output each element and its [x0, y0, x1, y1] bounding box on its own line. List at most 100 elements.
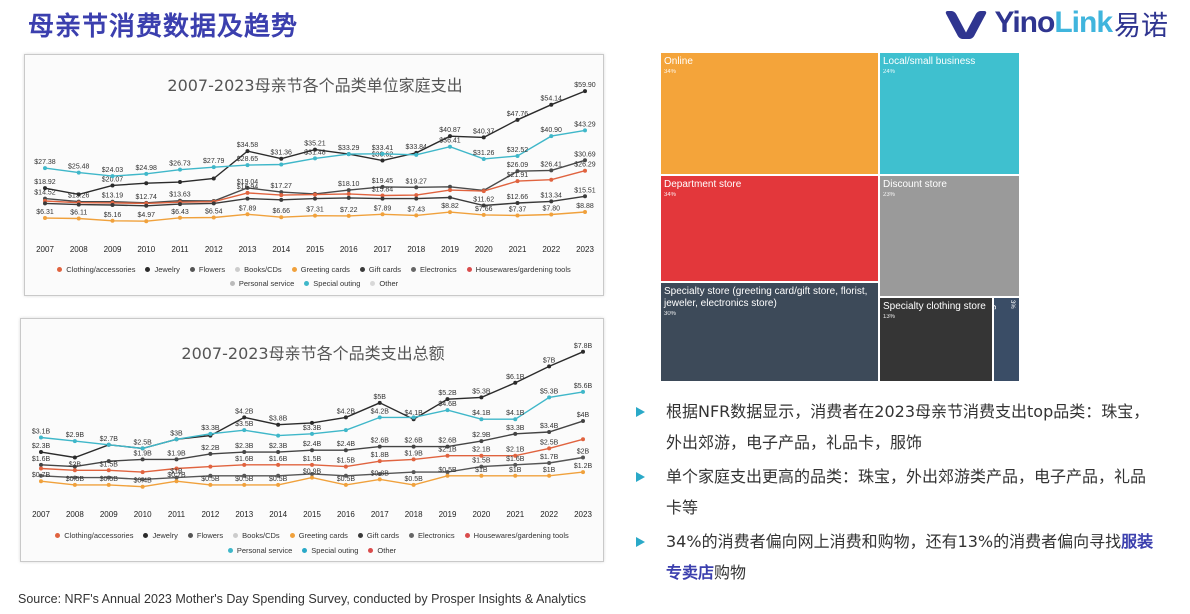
data-point [174, 437, 179, 442]
data-point [380, 212, 385, 217]
data-label: $31.26 [473, 150, 495, 157]
data-point [547, 430, 552, 434]
data-label: $14.52 [34, 190, 56, 197]
legend-item: Housewares/gardening tools [466, 265, 571, 274]
data-label: $0.9B [303, 469, 322, 476]
data-point [448, 210, 452, 215]
data-point [310, 448, 314, 453]
data-label: $18.92 [34, 179, 56, 186]
data-point [72, 482, 77, 487]
legend-label: Housewares/gardening tools [473, 531, 569, 540]
data-point [43, 166, 47, 171]
data-label: $33.41 [372, 145, 394, 152]
x-tick-label: 2014 [272, 245, 290, 254]
data-point [343, 428, 348, 433]
legend-label: Clothing/accessories [66, 265, 136, 274]
data-point [445, 444, 450, 449]
legend-marker-icon [370, 281, 376, 286]
data-point [110, 183, 115, 188]
data-point [346, 188, 351, 193]
data-point [380, 193, 385, 198]
data-label: $4.1B [472, 410, 491, 417]
data-point [245, 212, 250, 217]
data-label: $21.91 [507, 172, 529, 179]
treemap-cell-percent: 24% [883, 69, 896, 75]
data-label: $54.14 [541, 96, 563, 103]
data-label: $7.37 [509, 207, 527, 214]
data-label: $18.10 [338, 181, 360, 188]
logo-text-cn: 易诺 [1114, 10, 1168, 42]
data-label: $26.09 [507, 162, 529, 169]
data-point [110, 174, 115, 179]
data-point [72, 468, 77, 473]
data-point [581, 470, 585, 475]
data-point [343, 473, 348, 478]
legend-label: Greeting cards [300, 265, 350, 274]
data-point [445, 453, 450, 458]
legend-marker-icon [143, 533, 149, 538]
legend-marker-icon [55, 533, 61, 538]
legend-marker-icon [464, 533, 470, 538]
legend-item: Housewares/gardening tools [464, 531, 569, 540]
data-label: $3.4B [540, 423, 559, 430]
data-point [583, 89, 587, 94]
data-label: $0.5B [438, 467, 457, 474]
data-label: $3.3B [303, 425, 322, 432]
data-point [279, 215, 284, 220]
data-point [211, 165, 216, 170]
data-label: $2.5B [133, 439, 152, 446]
data-point [346, 152, 351, 157]
data-label: $40.87 [439, 127, 461, 134]
legend-item: Personal service [227, 546, 293, 555]
data-point [313, 196, 317, 201]
data-point [144, 219, 149, 224]
data-point [377, 459, 382, 464]
data-label: $2.3B [235, 443, 254, 450]
data-point [279, 197, 284, 202]
data-point [479, 395, 484, 400]
data-label: $12.66 [507, 194, 529, 201]
x-tick-label: 2018 [407, 245, 425, 254]
data-point [581, 455, 585, 460]
household-spending-plot: 2007-2023母亲节各个品类单位家庭支出 2007 2008 2009 2010 20… [34, 76, 596, 254]
data-label: $7.31 [306, 207, 324, 214]
treemap-cell-percent: 23% [883, 192, 896, 198]
x-tick-label: 2022 [542, 245, 560, 254]
legend-marker-icon [145, 267, 151, 272]
data-label: $1.6B [269, 456, 288, 463]
legend-label: Greeting cards [298, 531, 348, 540]
x-tick-label: 2020 [475, 245, 493, 254]
legend-label: Personal service [238, 279, 295, 288]
data-point [380, 151, 385, 156]
treemap-cell-percent: 3% [1009, 300, 1015, 309]
data-point [581, 419, 585, 424]
data-label: $36.41 [439, 138, 461, 145]
data-point [310, 462, 314, 467]
data-label: $5B [374, 394, 387, 401]
data-point [583, 168, 587, 173]
data-point [72, 475, 77, 480]
data-point [513, 453, 518, 458]
data-point [479, 473, 484, 478]
data-point [479, 453, 484, 458]
data-label: $32.52 [507, 147, 529, 154]
legend-item: Other [370, 279, 398, 288]
data-point [72, 439, 77, 444]
data-label: $2.6B [404, 438, 423, 445]
data-point [276, 462, 281, 467]
data-point [583, 128, 587, 133]
legend-label: Personal service [236, 546, 293, 555]
data-label: $0.5B [337, 476, 356, 483]
data-label: $0.5B [201, 476, 220, 483]
data-point [178, 202, 182, 207]
treemap-cell-label: Online [664, 56, 693, 67]
data-point [140, 477, 145, 482]
data-label: $4.2B [371, 408, 390, 415]
x-tick-label: 2008 [66, 510, 84, 519]
slide-title: 母亲节消费数据及趋势 [28, 12, 299, 42]
legend-item: Clothing/accessories [55, 531, 133, 540]
data-label: $7B [543, 357, 556, 364]
data-label: $31.48 [304, 149, 326, 156]
data-point [377, 477, 382, 482]
bullet-item: 34%的消费者偏向网上消费和购物，还有13%的消费者偏向寻找服装专卖店购物 [636, 526, 1156, 588]
